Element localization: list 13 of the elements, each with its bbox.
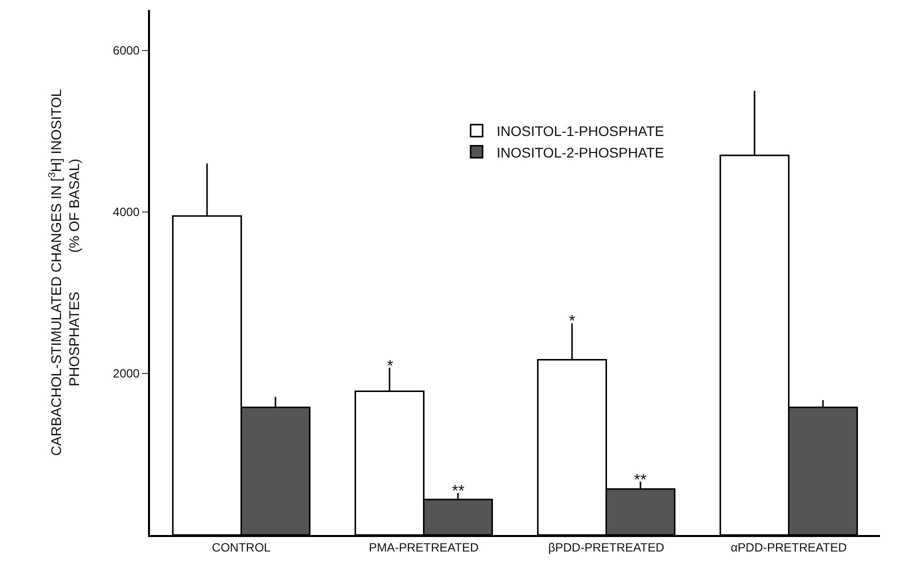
y-tick-label: 6000 bbox=[112, 44, 140, 58]
y-tick-label: 4000 bbox=[112, 205, 140, 220]
legend-label: INOSITOL-2-PHOSPHATE bbox=[496, 144, 664, 160]
annotation: * bbox=[569, 313, 576, 330]
annotation: ** bbox=[634, 472, 646, 489]
annotation: ** bbox=[452, 483, 464, 500]
x-tick-label: βPDD-PRETREATED bbox=[548, 540, 665, 554]
legend-label: INOSITOL-1-PHOSPHATE bbox=[496, 123, 664, 140]
y-tick-label: 2000 bbox=[112, 366, 140, 381]
annotation: * bbox=[387, 358, 394, 375]
x-tick-label: αPDD-PRETREATED bbox=[730, 540, 848, 554]
x-tick-label: CONTROL bbox=[212, 540, 271, 554]
x-tick-label: PMA-PRETREATED bbox=[368, 540, 479, 554]
